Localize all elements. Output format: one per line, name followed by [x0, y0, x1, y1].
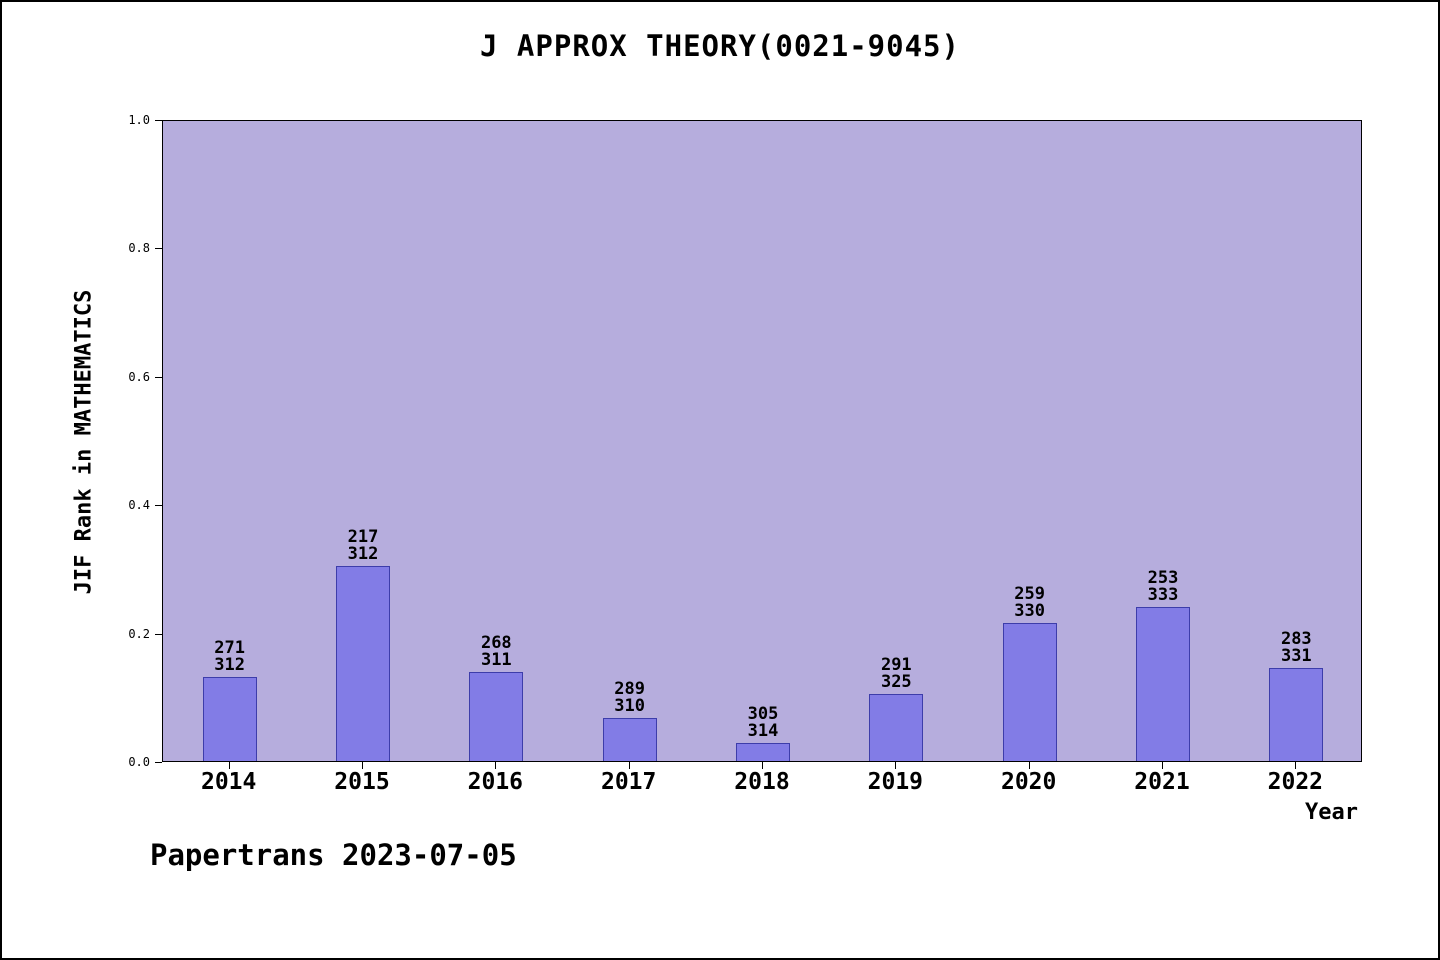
x-tick-mark	[495, 762, 496, 769]
x-tick-label-2016: 2016	[467, 769, 524, 795]
x-tick-label-2021: 2021	[1134, 769, 1190, 795]
bar-value-label-2020: 259 330	[963, 586, 1096, 620]
bar-value-label-2021: 253 333	[1096, 570, 1229, 604]
y-tick-label: 0.6	[128, 370, 150, 384]
x-tick-label-2020: 2020	[1000, 769, 1057, 795]
rank-value: 291	[880, 655, 912, 675]
total-value: 312	[347, 544, 379, 564]
total-value: 330	[1014, 601, 1046, 621]
bar-value-label-2015: 217 312	[296, 529, 429, 563]
rank-value: 217	[347, 527, 379, 547]
y-tick-label: 0.4	[128, 498, 150, 512]
rank-value: 253	[1147, 568, 1179, 588]
bar-2019	[869, 694, 924, 761]
y-tick-mark	[155, 120, 162, 121]
rank-value: 268	[480, 633, 512, 653]
bar-value-label-2016: 268 311	[430, 635, 563, 669]
x-tick-mark	[1029, 762, 1030, 769]
y-tick-mark	[155, 762, 162, 763]
x-tick-label-2015: 2015	[334, 769, 390, 795]
bar-2020	[1002, 623, 1057, 761]
total-value: 331	[1280, 646, 1312, 666]
rank-value: 259	[1014, 584, 1046, 604]
total-value: 314	[747, 721, 779, 741]
bar-2017	[602, 718, 657, 761]
x-tick-mark	[895, 762, 896, 769]
rank-value: 283	[1280, 629, 1312, 649]
bar-2022	[1269, 668, 1324, 761]
rank-value: 305	[747, 704, 779, 724]
plot-area: 271 312 217 312 268 311 289 310 305 314 291 325 259 3…	[162, 120, 1362, 762]
bar-2018	[736, 743, 790, 761]
total-value: 311	[480, 650, 512, 670]
total-value: 325	[880, 672, 912, 692]
x-tick-mark	[362, 762, 363, 769]
bar-value-label-2022: 283 331	[1230, 631, 1363, 665]
x-tick-label-2017: 2017	[600, 769, 657, 795]
y-tick-label: 0.2	[128, 627, 150, 641]
x-tick-mark	[1162, 762, 1163, 769]
y-tick-mark	[155, 248, 162, 249]
x-tick-mark	[1295, 762, 1296, 769]
y-axis-label: JIF Rank in MATHEMATICS	[71, 289, 97, 595]
x-tick-label-2022: 2022	[1267, 769, 1324, 795]
bar-2015	[336, 566, 390, 761]
total-value: 333	[1147, 585, 1179, 605]
x-tick-label-2018: 2018	[734, 769, 790, 795]
x-tick-label-2014: 2014	[200, 769, 257, 795]
y-tick-label: 0.0	[128, 755, 150, 769]
y-tick-mark	[155, 505, 162, 506]
x-tick-mark	[229, 762, 230, 769]
x-tick-mark	[629, 762, 630, 769]
y-tick-mark	[155, 634, 162, 635]
y-tick-label: 0.8	[128, 241, 150, 255]
y-tick-mark	[155, 377, 162, 378]
bar-2021	[1136, 607, 1190, 761]
bar-value-label-2018: 305 314	[696, 706, 829, 740]
bar-2016	[469, 672, 524, 761]
y-tick-label: 1.0	[128, 113, 150, 127]
x-tick-mark	[762, 762, 763, 769]
rank-value: 271	[214, 638, 246, 658]
bar-2014	[202, 677, 257, 761]
rank-value: 289	[614, 679, 646, 699]
x-axis-label: Year	[1305, 800, 1358, 825]
bar-value-label-2014: 271 312	[163, 640, 296, 674]
total-value: 310	[614, 696, 646, 716]
total-value: 312	[214, 655, 246, 675]
bar-value-label-2019: 291 325	[830, 657, 963, 691]
x-tick-label-2019: 2019	[867, 769, 924, 795]
watermark-text: Papertrans 2023-07-05	[150, 838, 517, 872]
chart-title: J APPROX THEORY(0021-9045)	[480, 29, 960, 63]
bar-value-label-2017: 289 310	[563, 681, 696, 715]
